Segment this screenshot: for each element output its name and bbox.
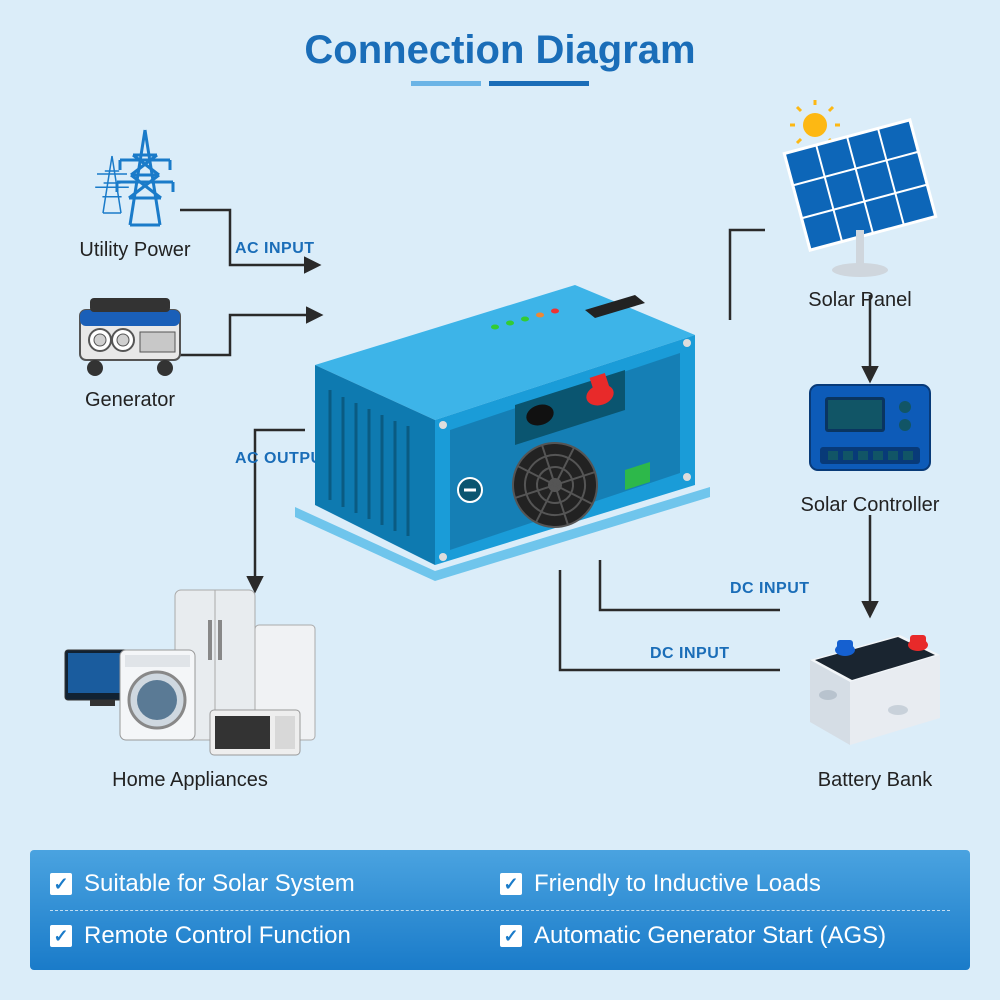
node-utility-power: Utility Power — [60, 120, 210, 262]
solar-panel-label: Solar Panel — [755, 289, 965, 312]
page-title: Connection Diagram — [0, 0, 1000, 73]
diagram-canvas: Utility Power AC INPUT Generator AC OUTP… — [0, 100, 1000, 840]
node-generator: Generator — [55, 290, 205, 412]
feature-item: ✓ Friendly to Inductive Loads — [500, 858, 950, 910]
check-icon: ✓ — [50, 873, 72, 895]
features-bar: ✓ Suitable for Solar System ✓ Friendly t… — [30, 850, 970, 970]
feature-label: Suitable for Solar System — [84, 870, 355, 898]
feature-label: Friendly to Inductive Loads — [534, 870, 821, 898]
utility-label: Utility Power — [60, 239, 210, 262]
solar-controller-icon — [790, 375, 950, 485]
feature-label: Automatic Generator Start (AGS) — [534, 922, 886, 950]
node-appliances: Home Appliances — [55, 580, 325, 792]
appliances-label: Home Appliances — [55, 769, 325, 792]
battery-label: Battery Bank — [780, 769, 970, 792]
node-battery-bank: Battery Bank — [780, 610, 970, 792]
feature-label: Remote Control Function — [84, 922, 351, 950]
tower-icon — [75, 120, 195, 230]
generator-label: Generator — [55, 389, 205, 412]
solar-panel-icon — [760, 100, 960, 280]
check-icon: ✓ — [50, 925, 72, 947]
inverter-icon — [285, 275, 715, 585]
dc-input-bottom-label: DC INPUT — [650, 645, 730, 663]
dc-input-top-label: DC INPUT — [730, 580, 810, 598]
feature-item: ✓ Suitable for Solar System — [50, 858, 500, 910]
feature-item: ✓ Automatic Generator Start (AGS) — [500, 910, 950, 962]
battery-icon — [790, 610, 960, 760]
title-underline — [0, 81, 1000, 86]
check-icon: ✓ — [500, 925, 522, 947]
divider — [50, 910, 950, 911]
node-solar-controller: Solar Controller — [780, 375, 960, 517]
appliances-icon — [60, 580, 320, 760]
node-solar-panel: Solar Panel — [755, 100, 965, 312]
feature-item: ✓ Remote Control Function — [50, 910, 500, 962]
check-icon: ✓ — [500, 873, 522, 895]
ac-input-label: AC INPUT — [235, 240, 315, 258]
generator-icon — [65, 290, 195, 380]
solar-controller-label: Solar Controller — [780, 494, 960, 517]
node-inverter — [285, 275, 715, 585]
